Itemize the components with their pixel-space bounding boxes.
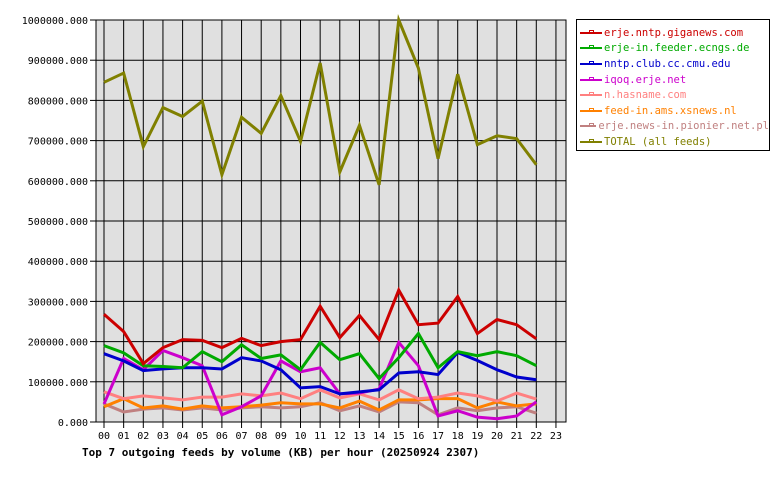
legend-line-icon <box>580 137 602 147</box>
x-tick-label: 01 <box>118 431 130 442</box>
legend-label: n.hasname.com <box>604 89 687 102</box>
legend-line-icon <box>580 28 602 38</box>
y-tick-label: 500000.000 <box>28 217 88 228</box>
grid-lines <box>96 19 566 423</box>
x-tick-label: 11 <box>314 431 326 442</box>
legend-label: iqoq.erje.net <box>604 73 687 86</box>
legend-item: nntp.club.cc.cmu.edu <box>577 56 769 72</box>
legend-label: erje-in.feeder.ecngs.de <box>604 42 750 55</box>
y-tick-label: 1000000.000 <box>22 16 88 27</box>
x-tick-label: 14 <box>373 431 385 442</box>
x-tick-label: 00 <box>98 431 110 442</box>
legend-label: erje.news-in.pionier.net.pl <box>598 120 769 133</box>
series-line <box>103 14 538 186</box>
y-tick-label: 600000.000 <box>28 177 88 188</box>
x-tick-label: 05 <box>196 431 208 442</box>
x-tick-label: 22 <box>530 431 542 442</box>
x-tick-label: 07 <box>236 431 248 442</box>
x-tick-label: 09 <box>275 431 287 442</box>
legend-label: feed-in.ams.xsnews.nl <box>604 104 737 117</box>
legend-line-icon <box>580 121 597 131</box>
legend-label: erje.nntp.giganews.com <box>604 26 744 39</box>
data-series <box>102 14 538 421</box>
x-tick-label: 13 <box>353 431 365 442</box>
legend-label: nntp.club.cc.cmu.edu <box>604 57 731 70</box>
x-tick-label: 15 <box>393 431 405 442</box>
y-axis: 0.000 100000.000 200000.000 300000.000 40000… <box>22 16 96 429</box>
y-tick-label: 400000.000 <box>28 257 88 268</box>
y-tick-label: 800000.000 <box>28 96 88 107</box>
legend: erje.nntp.giganews.com erje-in.feeder.ecn… <box>576 19 770 151</box>
legend-line-icon <box>580 59 602 69</box>
legend-item: erje.nntp.giganews.com <box>577 25 769 41</box>
chart-title: Top 7 outgoing feeds by volume (KB) per … <box>82 446 479 459</box>
y-tick-label: 700000.000 <box>28 137 88 148</box>
legend-item: TOTAL (all feeds) <box>577 134 769 150</box>
x-tick-label: 12 <box>334 431 346 442</box>
series-line <box>103 330 537 381</box>
x-tick-label: 20 <box>491 431 503 442</box>
x-tick-label: 17 <box>432 431 444 442</box>
x-tick-label: 19 <box>471 431 483 442</box>
legend-item: feed-in.ams.xsnews.nl <box>577 103 769 119</box>
x-tick-label: 16 <box>412 431 424 442</box>
legend-item: erje-in.feeder.ecngs.de <box>577 41 769 57</box>
y-tick-label: 200000.000 <box>28 338 88 349</box>
legend-item: n.hasname.com <box>577 87 769 103</box>
legend-item: erje.news-in.pionier.net.pl <box>577 119 769 135</box>
series-line <box>103 388 537 403</box>
y-tick-label: 0.000 <box>58 418 88 429</box>
series-line <box>102 339 538 421</box>
x-tick-label: 06 <box>216 431 228 442</box>
legend-label: TOTAL (all feeds) <box>604 135 712 148</box>
x-axis: 00 01 02 03 04 05 06 07 08 09 10 11 12 13 14 15 16 17 18 19… <box>98 422 562 442</box>
x-tick-label: 18 <box>452 431 464 442</box>
legend-line-icon <box>580 43 602 53</box>
series-line <box>103 397 537 412</box>
x-tick-label: 08 <box>255 431 267 442</box>
x-tick-label: 21 <box>511 431 523 442</box>
legend-line-icon <box>580 75 602 85</box>
x-tick-label: 04 <box>177 431 189 442</box>
legend-line-icon <box>580 90 602 100</box>
x-tick-label: 02 <box>137 431 149 442</box>
legend-item: iqoq.erje.net <box>577 72 769 88</box>
x-tick-label: 03 <box>157 431 169 442</box>
series-line <box>103 286 538 366</box>
x-tick-label: 10 <box>294 431 306 442</box>
legend-line-icon <box>580 106 602 116</box>
x-tick-label: 23 <box>550 431 562 442</box>
y-tick-label: 300000.000 <box>28 297 88 308</box>
y-tick-label: 100000.000 <box>28 378 88 389</box>
y-tick-label: 900000.000 <box>28 56 88 67</box>
